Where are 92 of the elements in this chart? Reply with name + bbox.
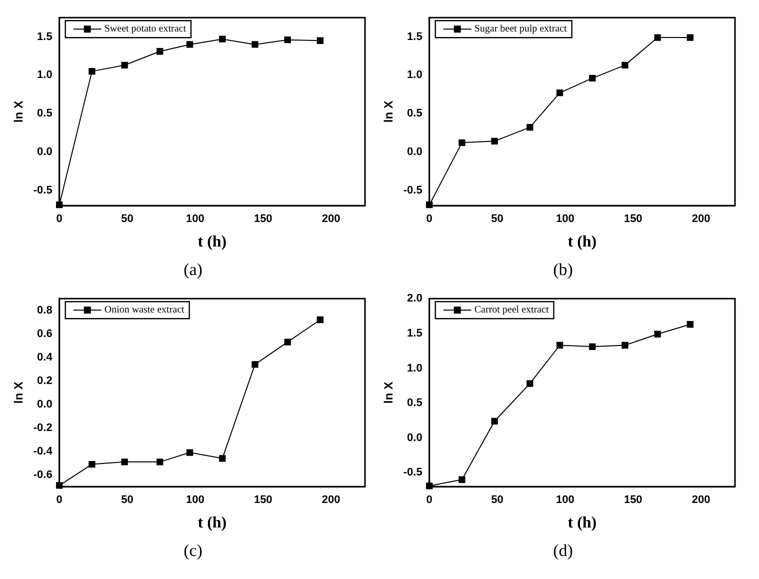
legend-label: Carrot peel extract <box>474 304 549 316</box>
point <box>686 321 694 328</box>
x-axis-title: t (h) <box>568 234 597 251</box>
text: (c) <box>182 540 204 562</box>
y-tick-label: 0.5 <box>407 108 422 120</box>
y-tick-label: 0.6 <box>37 328 52 340</box>
point <box>88 68 96 75</box>
y-tick-label: 0.5 <box>37 108 52 120</box>
point <box>186 449 194 456</box>
point <box>458 139 466 146</box>
y-tick-label: -0.5 <box>33 184 52 196</box>
point <box>284 36 291 44</box>
x-tick-label: 200 <box>322 213 340 226</box>
point <box>491 138 498 144</box>
x-axis-title: t (h) <box>198 234 227 251</box>
x-tick-label: 150 <box>254 213 272 226</box>
x-tick-label: 50 <box>121 494 134 506</box>
point <box>686 34 694 41</box>
point <box>622 62 628 69</box>
point <box>622 342 628 349</box>
point <box>88 460 96 468</box>
y-tick-label: 0.0 <box>407 146 422 158</box>
y-tick-label: 0.5 <box>407 397 422 410</box>
point <box>589 343 596 350</box>
x-tick-label: 150 <box>624 213 642 226</box>
y-tick-label: -0.4 <box>33 445 54 458</box>
y-tick-label: 0.0 <box>37 146 52 158</box>
point <box>316 316 324 324</box>
point <box>491 418 498 424</box>
point <box>284 338 291 346</box>
y-tick-label: -0.5 <box>403 466 422 479</box>
point <box>526 380 534 387</box>
x-tick-label: 100 <box>186 213 204 226</box>
x-tick-label: 100 <box>186 494 204 506</box>
point <box>589 74 596 82</box>
y-tick-label: 2.0 <box>407 292 422 305</box>
point <box>121 62 128 69</box>
point <box>219 455 226 462</box>
y-tick-label: 0.0 <box>37 398 52 410</box>
point <box>526 124 534 131</box>
x-axis-title: t (h) <box>198 514 227 532</box>
point <box>219 36 226 42</box>
y-tick-label: 1.5 <box>407 327 422 340</box>
y-tick-label: -0.2 <box>33 422 52 434</box>
text: (b) <box>552 259 574 281</box>
y-tick-label: 1.5 <box>37 30 52 43</box>
y-axis-title: ln X <box>12 382 26 404</box>
y-tick-label: -0.6 <box>33 468 52 481</box>
point <box>556 342 564 349</box>
x-tick-label: 100 <box>556 213 574 226</box>
y-tick-label: 1.0 <box>37 69 52 82</box>
legend-label: Sweet potato extract <box>104 24 186 35</box>
legend-label: Sugar beet pulp extract <box>474 24 568 35</box>
point <box>458 476 466 483</box>
point <box>654 330 661 338</box>
point <box>252 41 258 48</box>
point <box>156 458 164 466</box>
y-tick-label: 0.2 <box>37 374 52 387</box>
point <box>156 48 164 55</box>
x-tick-label: 0 <box>426 213 432 226</box>
legend-label: Onion waste extract <box>104 304 185 316</box>
y-axis-title: ln X <box>12 100 26 123</box>
point <box>654 34 661 41</box>
y-tick-label: 1.5 <box>407 30 422 43</box>
x-tick-label: 150 <box>624 494 642 506</box>
x-tick-label: 200 <box>692 213 710 226</box>
x-axis-title: t (h) <box>568 514 597 532</box>
y-tick-label: -0.5 <box>403 184 422 196</box>
y-tick-label: 0.4 <box>37 351 54 364</box>
text: (d) <box>552 540 574 562</box>
text: (a) <box>182 259 204 281</box>
x-tick-label: 50 <box>491 213 504 226</box>
x-tick-label: 150 <box>254 494 272 506</box>
y-axis-title: ln X <box>382 100 396 123</box>
point <box>252 361 258 368</box>
y-tick-label: 1.0 <box>407 362 422 374</box>
point <box>316 37 324 44</box>
x-tick-label: 200 <box>692 494 710 506</box>
x-tick-label: 50 <box>121 213 134 226</box>
x-tick-label: 200 <box>322 494 340 506</box>
y-tick-label: 0.8 <box>37 304 52 316</box>
x-tick-label: 50 <box>491 494 504 506</box>
x-tick-label: 0 <box>426 494 432 506</box>
y-tick-label: 0.0 <box>407 432 422 444</box>
y-axis-title: ln X <box>382 382 396 404</box>
point <box>556 89 564 96</box>
x-tick-label: 0 <box>56 213 62 226</box>
x-tick-label: 100 <box>556 494 574 506</box>
point <box>121 458 128 466</box>
point <box>186 41 194 48</box>
y-tick-label: 1.0 <box>407 69 422 82</box>
x-tick-label: 0 <box>56 494 62 506</box>
